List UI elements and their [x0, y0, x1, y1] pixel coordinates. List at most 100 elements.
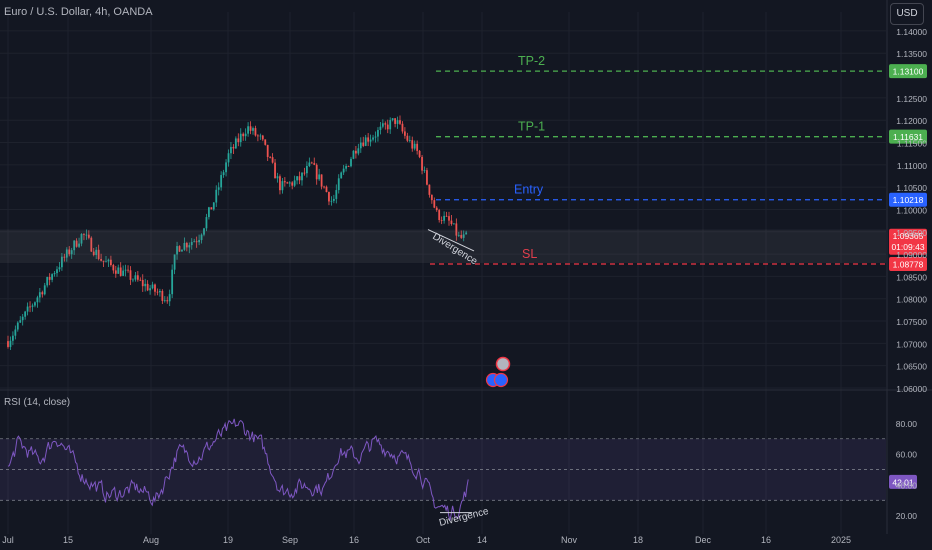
- candle-body: [232, 146, 235, 149]
- candle-body: [288, 182, 291, 184]
- candle-body: [264, 139, 267, 145]
- candle-body: [350, 158, 352, 167]
- candle-body: [462, 234, 465, 238]
- price-tick-label: 1.06500: [896, 362, 927, 372]
- candle-body: [134, 275, 137, 280]
- rsi-value-tag-bg: [889, 474, 917, 489]
- candle-body: [457, 235, 460, 236]
- candle-body: [450, 220, 453, 225]
- candle-body: [254, 128, 257, 136]
- price-tick-label: 1.14000: [896, 27, 927, 37]
- candle-body: [95, 249, 98, 256]
- sl-price-tag: 1.08778: [893, 260, 924, 270]
- candle-body: [65, 249, 68, 258]
- candle-body: [173, 254, 176, 270]
- candle-body: [372, 137, 374, 140]
- entry-price-tag-bg: [889, 192, 927, 207]
- candle-body: [212, 202, 215, 210]
- price-tick-label: 1.09500: [896, 228, 927, 238]
- price-tick-label: 1.08500: [896, 272, 927, 282]
- candle-body: [195, 241, 198, 243]
- candle-body: [14, 329, 17, 336]
- candle-body: [418, 150, 421, 157]
- rsi-line: [7, 418, 469, 521]
- candle-body: [9, 340, 12, 347]
- candle-body: [190, 242, 193, 246]
- candle-body: [58, 267, 61, 270]
- candle-body: [413, 143, 416, 149]
- candle-body: [426, 170, 428, 185]
- candle-body: [298, 176, 301, 181]
- us-flag-event-icon: [495, 356, 511, 372]
- candle-body: [323, 186, 325, 188]
- candle-body: [257, 135, 259, 137]
- date-tick-label: Sep: [282, 535, 298, 545]
- candle-body: [181, 249, 183, 252]
- candle-body: [374, 136, 377, 138]
- candle-body: [308, 162, 311, 166]
- candle-body: [364, 137, 367, 146]
- candle-body: [259, 135, 262, 137]
- eu-event-icon-2: [493, 372, 509, 388]
- candle-body: [210, 207, 213, 210]
- currency-button[interactable]: USD: [890, 3, 924, 25]
- rsi-tick-label: 80.00: [896, 419, 918, 429]
- tp1-price-tag-bg: [889, 129, 927, 144]
- candle-body: [291, 182, 294, 186]
- candle-body: [261, 135, 264, 140]
- candle-body: [306, 165, 308, 174]
- candle-body: [78, 243, 80, 247]
- candle-body: [269, 156, 272, 158]
- candle-body: [359, 142, 362, 149]
- date-tick-label: 15: [63, 535, 73, 545]
- candle-body: [367, 137, 370, 142]
- candle-body: [266, 144, 269, 157]
- price-tick-label: 1.11000: [897, 161, 927, 171]
- candle-body: [357, 148, 360, 154]
- candle-body: [198, 240, 200, 243]
- candle-body: [455, 223, 458, 236]
- candle-body: [188, 245, 191, 248]
- candle-body: [399, 120, 401, 124]
- candle-body: [48, 277, 51, 280]
- candle-body: [105, 261, 107, 263]
- candle-body: [151, 284, 154, 289]
- axis-labels-group: 1.14000 1.13500 1.12500 1.12000 1.11500 1.110…: [2, 27, 927, 545]
- candle-body: [342, 168, 345, 173]
- candle-body: [24, 311, 27, 317]
- candle-body: [12, 335, 14, 341]
- tp1-price-tag: 1.11631: [893, 132, 923, 142]
- candle-body: [53, 273, 56, 275]
- candle-body: [41, 292, 44, 295]
- date-tick-label: Jul: [2, 535, 14, 545]
- candle-body: [396, 120, 399, 124]
- candle-body: [337, 178, 340, 191]
- candle-body: [80, 233, 83, 244]
- candle-body: [310, 162, 313, 164]
- rsi-bands: [0, 438, 886, 501]
- candles-group: [7, 115, 468, 351]
- candle-body: [389, 120, 392, 130]
- candle-body: [406, 135, 409, 141]
- candle-body: [379, 126, 382, 130]
- candle-body: [423, 170, 426, 171]
- rsi-title: RSI (14, close): [4, 397, 71, 408]
- candle-body: [171, 269, 174, 295]
- candle-body: [438, 210, 441, 221]
- candle-body: [136, 275, 139, 280]
- candle-body: [296, 176, 298, 181]
- candle-body: [107, 259, 110, 262]
- candle-body: [274, 162, 276, 179]
- candle-body: [117, 267, 120, 274]
- date-tick-label: Nov: [561, 535, 578, 545]
- candle-body: [401, 123, 404, 132]
- tp2-level-label: TP-2: [518, 54, 545, 68]
- countdown-label: 01:09:43: [891, 242, 924, 252]
- candle-body: [178, 246, 181, 252]
- candle-body: [301, 172, 303, 181]
- price-tick-label: 1.08000: [896, 295, 927, 305]
- candle-body: [83, 233, 85, 235]
- candle-body: [166, 300, 169, 302]
- candle-body: [193, 241, 196, 243]
